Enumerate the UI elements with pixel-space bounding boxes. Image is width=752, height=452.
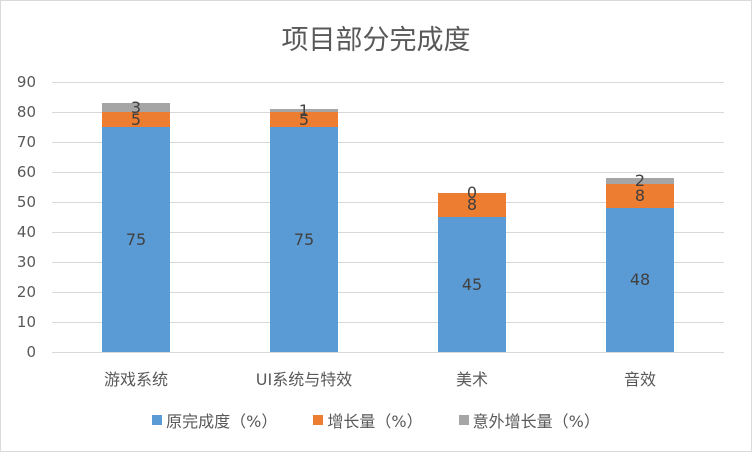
- legend-item-original: 原完成度（%）: [152, 408, 277, 432]
- data-label: 8: [634, 186, 646, 205]
- gridline: [52, 322, 724, 323]
- legend-swatch-gray: [458, 415, 469, 425]
- legend-item-growth: 增长量（%）: [313, 408, 423, 432]
- bar-segment: [438, 217, 506, 352]
- bar-segment: [606, 178, 674, 184]
- y-tick-label: 90: [16, 73, 36, 91]
- bar-stack: 45 8 0: [438, 82, 506, 352]
- y-tick-label: 30: [16, 253, 36, 271]
- x-tick-label: UI系统与特效: [255, 370, 353, 389]
- bar-segment: [102, 112, 170, 127]
- gridline: [52, 112, 724, 113]
- gridline: [52, 232, 724, 233]
- data-label: 75: [293, 229, 315, 249]
- data-label: 2: [634, 171, 646, 190]
- bar-segment: [102, 127, 170, 352]
- data-label: 1: [298, 100, 310, 120]
- data-label: 5: [130, 109, 142, 129]
- chart-title: 项目部分完成度: [281, 25, 471, 56]
- x-tick-label: 音效: [623, 370, 656, 389]
- legend: 原完成度（%） 增长量（%） 意外增长量（%）: [0, 408, 752, 432]
- gridline: [52, 262, 724, 263]
- bar-segment: [270, 127, 338, 352]
- x-tick-label: 美术: [455, 370, 488, 389]
- legend-item-unexpected: 意外增长量（%）: [458, 408, 600, 432]
- y-tick-label: 50: [16, 193, 36, 211]
- y-tick-label: 0: [26, 343, 36, 361]
- bar-segment: [606, 184, 674, 208]
- legend-label: 意外增长量（%）: [472, 412, 600, 431]
- gridline: [52, 202, 724, 203]
- data-label: 3: [130, 97, 142, 117]
- bar-segment: [270, 112, 338, 127]
- legend-label: 原完成度（%）: [166, 412, 278, 431]
- bar-stack: 75 5 3: [102, 82, 170, 352]
- legend-label: 增长量（%）: [327, 412, 423, 431]
- y-tick-label: 40: [16, 223, 36, 241]
- bar-segment: [270, 109, 338, 112]
- bar-segment: [102, 103, 170, 112]
- bar-segment: [606, 208, 674, 352]
- gridline: [52, 172, 724, 173]
- gridline: [52, 352, 724, 353]
- y-tick-label: 60: [16, 163, 36, 181]
- gridline: [52, 292, 724, 293]
- data-label: 5: [298, 109, 310, 129]
- data-label: 8: [466, 195, 478, 214]
- y-tick-label: 80: [16, 103, 36, 121]
- bar-stack: 75 5 1: [270, 82, 338, 352]
- bar-stack: 48 8 2: [606, 82, 674, 352]
- plot-area: 75 5 3 75 5 1 45 8 0 48 8 2: [52, 82, 724, 353]
- x-tick-label: 游戏系统: [103, 370, 168, 389]
- legend-swatch-blue: [152, 415, 163, 425]
- gridline: [52, 142, 724, 143]
- y-tick-label: 70: [16, 133, 36, 151]
- data-label: 75: [125, 229, 147, 249]
- legend-swatch-orange: [313, 415, 324, 425]
- bar-segment: [438, 193, 506, 217]
- data-label: 0: [466, 183, 478, 202]
- y-tick-label: 10: [16, 313, 36, 331]
- data-label: 45: [461, 274, 483, 294]
- gridline: [52, 82, 724, 83]
- data-label: 48: [629, 270, 651, 289]
- y-tick-label: 20: [16, 283, 36, 301]
